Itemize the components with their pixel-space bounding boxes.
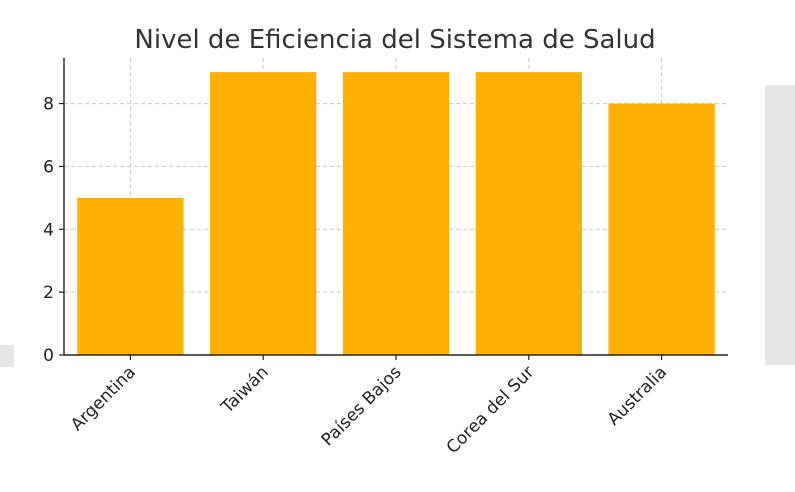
y-tick-label: 2 xyxy=(43,283,54,303)
x-tick-label: Taiwán xyxy=(217,362,273,418)
bar-2 xyxy=(342,72,450,356)
bar-1 xyxy=(210,72,317,356)
x-tick-label: Australia xyxy=(604,362,671,429)
edge-artifact-left xyxy=(0,345,14,367)
chart-title: Nivel de Eficiencia del Sistema de Salud xyxy=(134,25,655,55)
bar-4 xyxy=(608,103,715,355)
y-tick-label: 0 xyxy=(43,346,54,366)
x-ticks: Argentina Taiwán Países Bajos Corea del Sur… xyxy=(67,355,671,458)
bar-0 xyxy=(77,197,184,355)
bar-3 xyxy=(475,72,582,356)
y-tick-label: 6 xyxy=(43,157,54,177)
y-ticks: 0 2 4 6 8 xyxy=(43,95,64,366)
bars-layer xyxy=(77,72,715,356)
y-tick-label: 4 xyxy=(43,220,54,240)
x-tick-label: Corea del Sur xyxy=(443,362,539,458)
x-tick-label: Argentina xyxy=(67,362,140,435)
y-tick-label: 8 xyxy=(43,95,54,115)
x-tick-label: Países Bajos xyxy=(318,362,406,450)
edge-artifact-right xyxy=(765,85,795,365)
